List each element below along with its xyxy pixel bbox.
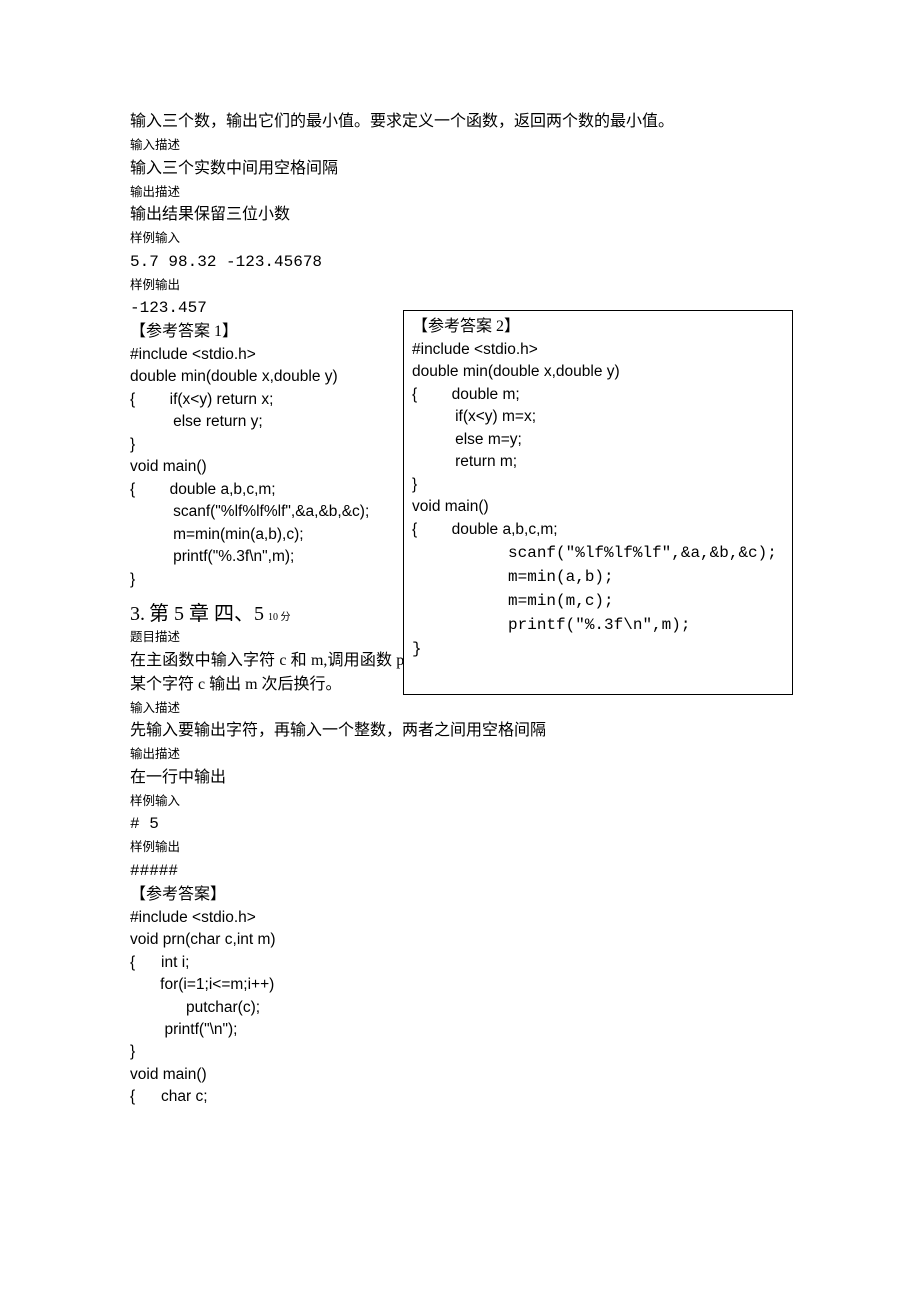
input-description: 输入三个实数中间用空格间隔 <box>130 157 790 181</box>
answer2-code-line: scanf("%lf%lf%lf",&a,&b,&c); <box>412 541 784 565</box>
problem3-points: 10 分 <box>268 612 291 623</box>
answer2-label: 【参考答案 2】 <box>412 315 784 339</box>
problem3-chapter: 第 5 章 四、5 <box>149 603 264 625</box>
answer-code-line: for(i=1;i<=m;i++) <box>130 974 790 996</box>
sample-input-heading: 样例输入 <box>130 790 790 813</box>
answer-label: 【参考答案】 <box>130 883 790 907</box>
problem2-description: 输入三个数，输出它们的最小值。要求定义一个函数，返回两个数的最小值。 <box>130 110 790 134</box>
answer2-code-line: m=min(m,c); <box>412 589 784 613</box>
answer2-code-line: if(x<y) m=x; <box>412 406 784 428</box>
sample-input-heading: 样例输入 <box>130 227 790 250</box>
output-description: 在一行中输出 <box>130 766 790 790</box>
answer2-box: 【参考答案 2】 #include <stdio.h> double min(d… <box>403 310 793 695</box>
answer-code-line: putchar(c); <box>130 997 790 1019</box>
output-description: 输出结果保留三位小数 <box>130 203 790 227</box>
answer-code-line: { char c; <box>130 1086 790 1108</box>
output-heading: 输出描述 <box>130 743 790 766</box>
sample-input: 5.7 98.32 -123.45678 <box>130 250 790 274</box>
answer2-code-line: void main() <box>412 496 784 518</box>
sample-output-heading: 样例输出 <box>130 274 790 297</box>
answer-code-line: #include <stdio.h> <box>130 907 790 929</box>
answer2-code-line: printf("%.3f\n",m); <box>412 613 784 637</box>
input-description: 先输入要输出字符，再输入一个整数，两者之间用空格间隔 <box>130 719 790 743</box>
answer2-code-line: m=min(a,b); <box>412 565 784 589</box>
problem3-number: 3. <box>130 603 145 625</box>
answer2-code-line: } <box>412 637 784 661</box>
input-heading: 输入描述 <box>130 697 790 720</box>
answer-code-line: } <box>130 1041 790 1063</box>
sample-output: ##### <box>130 859 790 883</box>
answer2-code-line: else m=y; <box>412 429 784 451</box>
input-heading: 输入描述 <box>130 134 790 157</box>
sample-output-heading: 样例输出 <box>130 836 790 859</box>
answer-code-line: void prn(char c,int m) <box>130 929 790 951</box>
answer2-code-line: { double m; <box>412 384 784 406</box>
output-heading: 输出描述 <box>130 181 790 204</box>
answer-code-line: printf("\n"); <box>130 1019 790 1041</box>
answer2-code-line: return m; <box>412 451 784 473</box>
sample-input: # 5 <box>130 812 790 836</box>
answer2-code-line: } <box>412 474 784 496</box>
answer2-code-line: double min(double x,double y) <box>412 361 784 383</box>
answer-code-line: { int i; <box>130 952 790 974</box>
answer-code-line: void main() <box>130 1064 790 1086</box>
answer2-code-line: { double a,b,c,m; <box>412 519 784 541</box>
answer2-code-line: #include <stdio.h> <box>412 339 784 361</box>
